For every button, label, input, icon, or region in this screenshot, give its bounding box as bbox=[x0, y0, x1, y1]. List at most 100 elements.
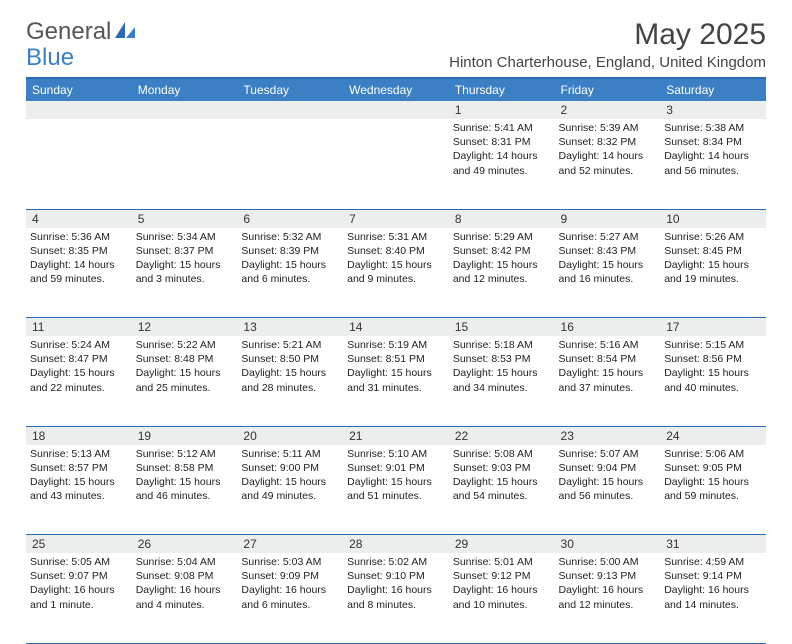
day-content: Sunrise: 5:02 AMSunset: 9:10 PMDaylight:… bbox=[347, 553, 445, 612]
day-content: Sunrise: 5:10 AMSunset: 9:01 PMDaylight:… bbox=[347, 445, 445, 504]
day-cell: Sunrise: 5:41 AMSunset: 8:31 PMDaylight:… bbox=[449, 119, 555, 209]
day-content: Sunrise: 5:05 AMSunset: 9:07 PMDaylight:… bbox=[30, 553, 128, 612]
day-number bbox=[26, 101, 132, 119]
dow-header: Tuesday bbox=[237, 79, 343, 101]
day-number: 21 bbox=[343, 426, 449, 445]
day-content: Sunrise: 5:39 AMSunset: 8:32 PMDaylight:… bbox=[559, 119, 657, 178]
day-number: 18 bbox=[26, 426, 132, 445]
dow-header: Sunday bbox=[26, 79, 132, 101]
day-cell: Sunrise: 5:06 AMSunset: 9:05 PMDaylight:… bbox=[660, 445, 766, 535]
day-cell: Sunrise: 5:00 AMSunset: 9:13 PMDaylight:… bbox=[555, 553, 661, 643]
day-number: 10 bbox=[660, 209, 766, 228]
header: General May 2025 Hinton Charterhouse, En… bbox=[26, 18, 766, 71]
day-content: Sunrise: 5:16 AMSunset: 8:54 PMDaylight:… bbox=[559, 336, 657, 395]
day-cell: Sunrise: 5:34 AMSunset: 8:37 PMDaylight:… bbox=[132, 228, 238, 318]
day-content: Sunrise: 5:22 AMSunset: 8:48 PMDaylight:… bbox=[136, 336, 234, 395]
day-content: Sunrise: 5:38 AMSunset: 8:34 PMDaylight:… bbox=[664, 119, 762, 178]
day-content: Sunrise: 5:07 AMSunset: 9:04 PMDaylight:… bbox=[559, 445, 657, 504]
day-content bbox=[30, 119, 128, 121]
day-cell: Sunrise: 5:03 AMSunset: 9:09 PMDaylight:… bbox=[237, 553, 343, 643]
day-content: Sunrise: 5:21 AMSunset: 8:50 PMDaylight:… bbox=[241, 336, 339, 395]
day-cell bbox=[343, 119, 449, 209]
day-content: Sunrise: 5:41 AMSunset: 8:31 PMDaylight:… bbox=[453, 119, 551, 178]
day-number: 6 bbox=[237, 209, 343, 228]
day-number: 25 bbox=[26, 535, 132, 554]
day-content: Sunrise: 5:32 AMSunset: 8:39 PMDaylight:… bbox=[241, 228, 339, 287]
day-content: Sunrise: 5:01 AMSunset: 9:12 PMDaylight:… bbox=[453, 553, 551, 612]
day-number: 1 bbox=[449, 101, 555, 119]
day-cell: Sunrise: 5:39 AMSunset: 8:32 PMDaylight:… bbox=[555, 119, 661, 209]
day-content: Sunrise: 5:11 AMSunset: 9:00 PMDaylight:… bbox=[241, 445, 339, 504]
day-number bbox=[237, 101, 343, 119]
day-content: Sunrise: 5:29 AMSunset: 8:42 PMDaylight:… bbox=[453, 228, 551, 287]
day-cell: Sunrise: 5:21 AMSunset: 8:50 PMDaylight:… bbox=[237, 336, 343, 426]
day-number: 7 bbox=[343, 209, 449, 228]
dow-header: Thursday bbox=[449, 79, 555, 101]
day-number: 12 bbox=[132, 318, 238, 337]
day-cell: Sunrise: 5:13 AMSunset: 8:57 PMDaylight:… bbox=[26, 445, 132, 535]
day-number: 24 bbox=[660, 426, 766, 445]
day-number: 14 bbox=[343, 318, 449, 337]
day-content: Sunrise: 5:19 AMSunset: 8:51 PMDaylight:… bbox=[347, 336, 445, 395]
day-number: 13 bbox=[237, 318, 343, 337]
day-content: Sunrise: 5:18 AMSunset: 8:53 PMDaylight:… bbox=[453, 336, 551, 395]
day-number: 22 bbox=[449, 426, 555, 445]
day-number: 28 bbox=[343, 535, 449, 554]
day-number bbox=[343, 101, 449, 119]
day-content bbox=[347, 119, 445, 121]
day-content: Sunrise: 4:59 AMSunset: 9:14 PMDaylight:… bbox=[664, 553, 762, 612]
day-number: 17 bbox=[660, 318, 766, 337]
day-number: 19 bbox=[132, 426, 238, 445]
day-cell: Sunrise: 5:22 AMSunset: 8:48 PMDaylight:… bbox=[132, 336, 238, 426]
day-cell: Sunrise: 5:24 AMSunset: 8:47 PMDaylight:… bbox=[26, 336, 132, 426]
day-number: 2 bbox=[555, 101, 661, 119]
day-number: 26 bbox=[132, 535, 238, 554]
day-cell: Sunrise: 5:18 AMSunset: 8:53 PMDaylight:… bbox=[449, 336, 555, 426]
logo-text-2: Blue bbox=[26, 44, 74, 72]
day-cell: Sunrise: 5:19 AMSunset: 8:51 PMDaylight:… bbox=[343, 336, 449, 426]
day-content bbox=[136, 119, 234, 121]
logo-sail-icon bbox=[115, 20, 137, 45]
day-content: Sunrise: 5:15 AMSunset: 8:56 PMDaylight:… bbox=[664, 336, 762, 395]
day-content: Sunrise: 5:06 AMSunset: 9:05 PMDaylight:… bbox=[664, 445, 762, 504]
day-content: Sunrise: 5:27 AMSunset: 8:43 PMDaylight:… bbox=[559, 228, 657, 287]
day-cell: Sunrise: 5:05 AMSunset: 9:07 PMDaylight:… bbox=[26, 553, 132, 643]
day-cell bbox=[26, 119, 132, 209]
day-content: Sunrise: 5:31 AMSunset: 8:40 PMDaylight:… bbox=[347, 228, 445, 287]
day-number: 8 bbox=[449, 209, 555, 228]
day-number: 4 bbox=[26, 209, 132, 228]
day-content: Sunrise: 5:13 AMSunset: 8:57 PMDaylight:… bbox=[30, 445, 128, 504]
day-content: Sunrise: 5:03 AMSunset: 9:09 PMDaylight:… bbox=[241, 553, 339, 612]
day-number: 27 bbox=[237, 535, 343, 554]
day-cell: Sunrise: 5:38 AMSunset: 8:34 PMDaylight:… bbox=[660, 119, 766, 209]
day-number: 31 bbox=[660, 535, 766, 554]
day-content: Sunrise: 5:00 AMSunset: 9:13 PMDaylight:… bbox=[559, 553, 657, 612]
day-cell: Sunrise: 5:26 AMSunset: 8:45 PMDaylight:… bbox=[660, 228, 766, 318]
day-content: Sunrise: 5:34 AMSunset: 8:37 PMDaylight:… bbox=[136, 228, 234, 287]
day-cell: Sunrise: 5:04 AMSunset: 9:08 PMDaylight:… bbox=[132, 553, 238, 643]
dow-header: Saturday bbox=[660, 79, 766, 101]
day-number: 30 bbox=[555, 535, 661, 554]
day-number: 16 bbox=[555, 318, 661, 337]
day-number: 29 bbox=[449, 535, 555, 554]
day-cell: Sunrise: 5:12 AMSunset: 8:58 PMDaylight:… bbox=[132, 445, 238, 535]
day-cell: Sunrise: 5:08 AMSunset: 9:03 PMDaylight:… bbox=[449, 445, 555, 535]
logo: General bbox=[26, 18, 141, 46]
day-cell: Sunrise: 5:10 AMSunset: 9:01 PMDaylight:… bbox=[343, 445, 449, 535]
day-cell: Sunrise: 5:29 AMSunset: 8:42 PMDaylight:… bbox=[449, 228, 555, 318]
day-cell bbox=[237, 119, 343, 209]
day-cell: Sunrise: 5:01 AMSunset: 9:12 PMDaylight:… bbox=[449, 553, 555, 643]
day-cell: Sunrise: 5:02 AMSunset: 9:10 PMDaylight:… bbox=[343, 553, 449, 643]
calendar-table: SundayMondayTuesdayWednesdayThursdayFrid… bbox=[26, 79, 766, 644]
day-cell: Sunrise: 5:07 AMSunset: 9:04 PMDaylight:… bbox=[555, 445, 661, 535]
day-cell: Sunrise: 4:59 AMSunset: 9:14 PMDaylight:… bbox=[660, 553, 766, 643]
day-number: 20 bbox=[237, 426, 343, 445]
day-number: 11 bbox=[26, 318, 132, 337]
day-cell bbox=[132, 119, 238, 209]
day-number: 23 bbox=[555, 426, 661, 445]
day-number: 9 bbox=[555, 209, 661, 228]
day-cell: Sunrise: 5:15 AMSunset: 8:56 PMDaylight:… bbox=[660, 336, 766, 426]
day-content bbox=[241, 119, 339, 121]
day-content: Sunrise: 5:26 AMSunset: 8:45 PMDaylight:… bbox=[664, 228, 762, 287]
day-cell: Sunrise: 5:31 AMSunset: 8:40 PMDaylight:… bbox=[343, 228, 449, 318]
